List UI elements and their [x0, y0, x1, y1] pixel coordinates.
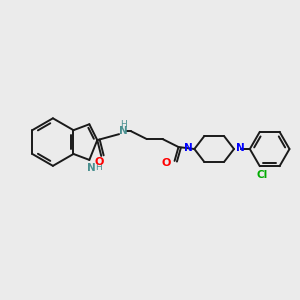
Text: N: N — [87, 163, 96, 173]
Text: N: N — [119, 126, 128, 136]
Text: H: H — [120, 120, 126, 129]
Text: Cl: Cl — [256, 170, 267, 180]
Text: O: O — [94, 157, 104, 167]
Text: N: N — [184, 143, 193, 153]
Text: O: O — [162, 158, 171, 168]
Text: N: N — [236, 143, 244, 153]
Text: H: H — [95, 163, 102, 172]
